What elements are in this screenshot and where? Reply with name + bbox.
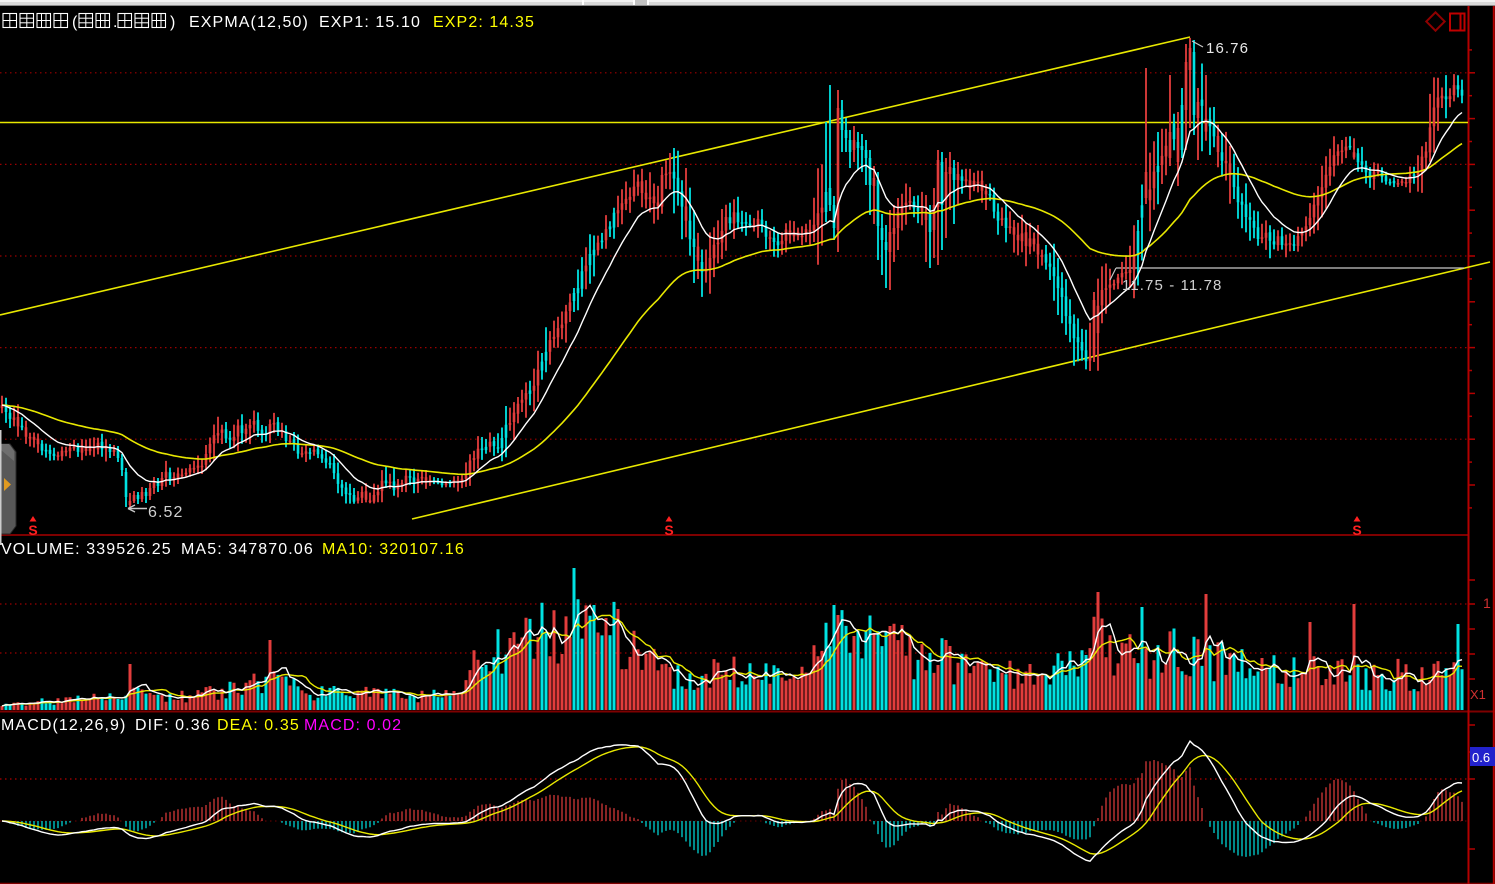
svg-text:16.76: 16.76 bbox=[1206, 40, 1249, 57]
svg-text:1: 1 bbox=[1483, 595, 1491, 611]
svg-text:(: ( bbox=[72, 14, 78, 31]
svg-text:S: S bbox=[28, 522, 37, 538]
svg-text:DEA: 0.35: DEA: 0.35 bbox=[217, 717, 300, 734]
svg-text:.: . bbox=[113, 14, 117, 31]
svg-text:6.52: 6.52 bbox=[148, 504, 184, 521]
svg-text:0.6: 0.6 bbox=[1472, 750, 1490, 765]
svg-text:S: S bbox=[1352, 522, 1361, 538]
svg-text:EXPMA(12,50): EXPMA(12,50) bbox=[189, 14, 309, 31]
svg-text:DIF: 0.36: DIF: 0.36 bbox=[135, 717, 211, 734]
svg-text:EXP1: 15.10: EXP1: 15.10 bbox=[319, 14, 421, 31]
svg-text:MACD(12,26,9): MACD(12,26,9) bbox=[1, 717, 126, 734]
svg-text:S: S bbox=[664, 522, 673, 538]
svg-text:11.75 - 11.78: 11.75 - 11.78 bbox=[1122, 277, 1222, 294]
svg-text:VOLUME: 339526.25: VOLUME: 339526.25 bbox=[1, 541, 172, 558]
svg-text:X1: X1 bbox=[1470, 687, 1486, 702]
svg-text:): ) bbox=[170, 14, 175, 31]
svg-text:EXP2: 14.35: EXP2: 14.35 bbox=[433, 14, 535, 31]
svg-text:MA5: 347870.06: MA5: 347870.06 bbox=[181, 541, 314, 558]
svg-text:MA10: 320107.16: MA10: 320107.16 bbox=[322, 541, 465, 558]
svg-text:MACD: 0.02: MACD: 0.02 bbox=[304, 717, 402, 734]
